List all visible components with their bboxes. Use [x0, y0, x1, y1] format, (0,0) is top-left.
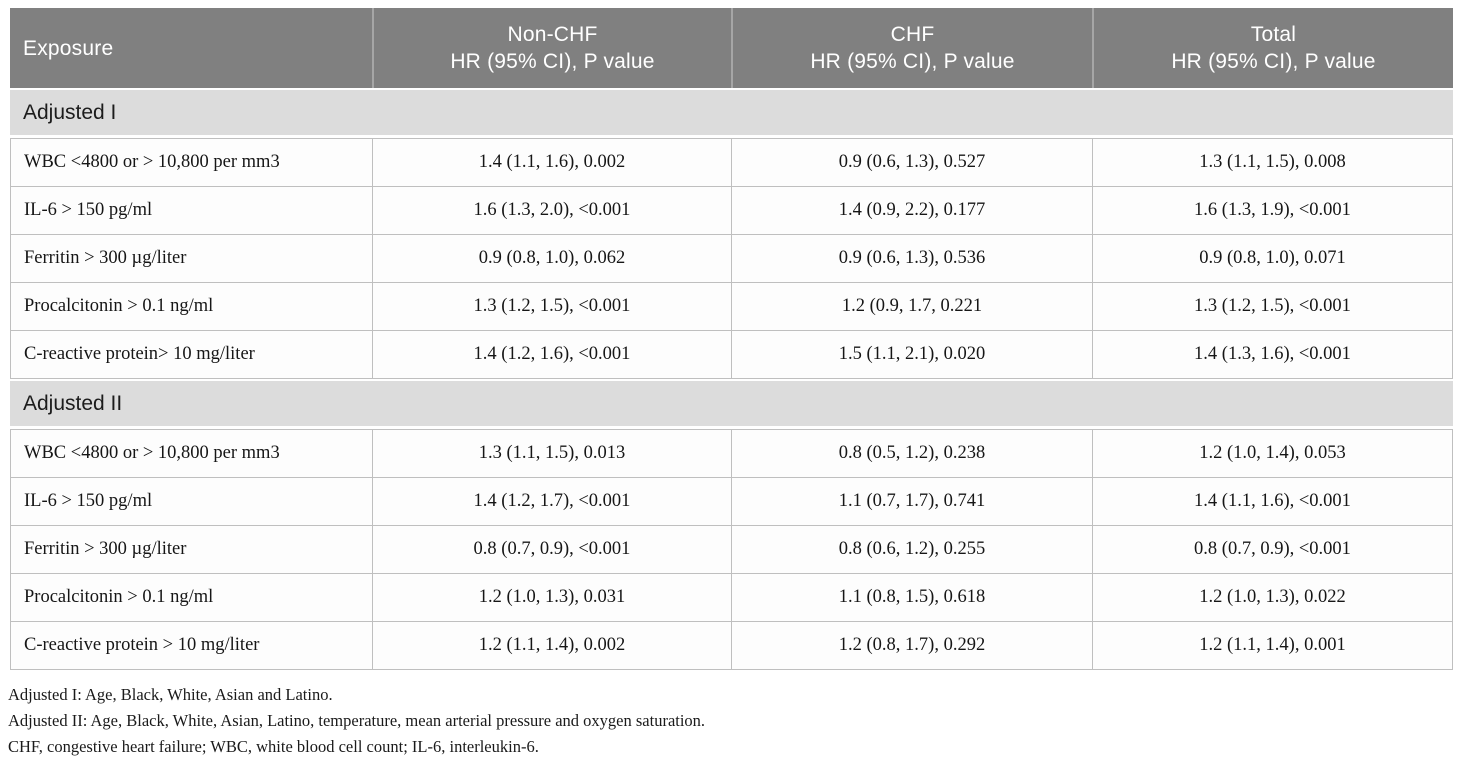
header-cell-non-chf: Non-CHF HR (95% CI), P value: [372, 8, 731, 88]
table-row: Procalcitonin > 0.1 ng/ml 1.3 (1.2, 1.5)…: [10, 283, 1453, 331]
exposure-cell: IL-6 > 150 pg/ml: [11, 187, 373, 234]
hazard-ratio-table: Exposure Non-CHF HR (95% CI), P value CH…: [8, 8, 1453, 760]
total-cell: 1.3 (1.2, 1.5), <0.001: [1093, 283, 1453, 330]
table-row: Ferritin > 300 µg/liter 0.8 (0.7, 0.9), …: [10, 526, 1453, 574]
table-row: WBC <4800 or > 10,800 per mm3 1.4 (1.1, …: [10, 139, 1453, 187]
table-row: Procalcitonin > 0.1 ng/ml 1.2 (1.0, 1.3)…: [10, 574, 1453, 622]
chf-cell: 1.1 (0.7, 1.7), 0.741: [732, 478, 1093, 525]
header-cell-exposure: Exposure: [10, 8, 372, 88]
chf-cell: 1.1 (0.8, 1.5), 0.618: [732, 574, 1093, 621]
chf-sub-label: HR (95% CI), P value: [810, 50, 1015, 73]
chf-cell: 1.4 (0.9, 2.2), 0.177: [732, 187, 1093, 234]
exposure-cell: C-reactive protein> 10 mg/liter: [11, 331, 373, 378]
non-chf-cell: 1.6 (1.3, 2.0), <0.001: [373, 187, 732, 234]
header-cell-total: Total HR (95% CI), P value: [1092, 8, 1453, 88]
chf-group-label: CHF: [890, 23, 935, 46]
chf-cell: 1.2 (0.8, 1.7), 0.292: [732, 622, 1093, 669]
exposure-cell: Procalcitonin > 0.1 ng/ml: [11, 283, 373, 330]
non-chf-cell: 1.2 (1.0, 1.3), 0.031: [373, 574, 732, 621]
exposure-header-label: Exposure: [23, 36, 114, 60]
non-chf-cell: 1.3 (1.2, 1.5), <0.001: [373, 283, 732, 330]
chf-cell: 0.9 (0.6, 1.3), 0.527: [732, 139, 1093, 186]
section-header-adjusted-1: Adjusted I: [10, 90, 1453, 135]
total-sub-label: HR (95% CI), P value: [1171, 50, 1376, 73]
non-chf-sub-label: HR (95% CI), P value: [450, 50, 655, 73]
chf-cell: 0.9 (0.6, 1.3), 0.536: [732, 235, 1093, 282]
table-row: C-reactive protein > 10 mg/liter 1.2 (1.…: [10, 622, 1453, 670]
non-chf-cell: 1.3 (1.1, 1.5), 0.013: [373, 430, 732, 477]
exposure-cell: IL-6 > 150 pg/ml: [11, 478, 373, 525]
adjusted-1-rows: WBC <4800 or > 10,800 per mm3 1.4 (1.1, …: [10, 138, 1453, 379]
footnote-adjusted-2: Adjusted II: Age, Black, White, Asian, L…: [8, 711, 706, 730]
table-footnotes: Adjusted I: Age, Black, White, Asian and…: [8, 682, 1453, 760]
exposure-cell: Ferritin > 300 µg/liter: [11, 235, 373, 282]
footnote-adjusted-1: Adjusted I: Age, Black, White, Asian and…: [8, 685, 333, 704]
non-chf-cell: 1.2 (1.1, 1.4), 0.002: [373, 622, 732, 669]
total-cell: 1.2 (1.0, 1.4), 0.053: [1093, 430, 1453, 477]
table-row: Ferritin > 300 µg/liter 0.9 (0.8, 1.0), …: [10, 235, 1453, 283]
adjusted-2-rows: WBC <4800 or > 10,800 per mm3 1.3 (1.1, …: [10, 429, 1453, 670]
section-label: Adjusted II: [23, 391, 123, 415]
table-row: WBC <4800 or > 10,800 per mm3 1.3 (1.1, …: [10, 430, 1453, 478]
section-label: Adjusted I: [23, 100, 117, 124]
exposure-cell: Ferritin > 300 µg/liter: [11, 526, 373, 573]
chf-cell: 0.8 (0.5, 1.2), 0.238: [732, 430, 1093, 477]
exposure-cell: Procalcitonin > 0.1 ng/ml: [11, 574, 373, 621]
chf-cell: 1.2 (0.9, 1.7, 0.221: [732, 283, 1093, 330]
total-cell: 0.8 (0.7, 0.9), <0.001: [1093, 526, 1453, 573]
chf-cell: 0.8 (0.6, 1.2), 0.255: [732, 526, 1093, 573]
non-chf-cell: 0.9 (0.8, 1.0), 0.062: [373, 235, 732, 282]
non-chf-cell: 1.4 (1.1, 1.6), 0.002: [373, 139, 732, 186]
total-cell: 1.3 (1.1, 1.5), 0.008: [1093, 139, 1453, 186]
exposure-cell: WBC <4800 or > 10,800 per mm3: [11, 139, 373, 186]
section-header-adjusted-2: Adjusted II: [10, 381, 1453, 426]
table-header-row: Exposure Non-CHF HR (95% CI), P value CH…: [10, 8, 1453, 88]
total-cell: 1.6 (1.3, 1.9), <0.001: [1093, 187, 1453, 234]
non-chf-cell: 1.4 (1.2, 1.6), <0.001: [373, 331, 732, 378]
total-cell: 0.9 (0.8, 1.0), 0.071: [1093, 235, 1453, 282]
non-chf-cell: 0.8 (0.7, 0.9), <0.001: [373, 526, 732, 573]
table-row: IL-6 > 150 pg/ml 1.6 (1.3, 2.0), <0.001 …: [10, 187, 1453, 235]
exposure-cell: C-reactive protein > 10 mg/liter: [11, 622, 373, 669]
non-chf-group-label: Non-CHF: [507, 23, 598, 46]
total-cell: 1.4 (1.3, 1.6), <0.001: [1093, 331, 1453, 378]
header-cell-chf: CHF HR (95% CI), P value: [731, 8, 1092, 88]
table-row: IL-6 > 150 pg/ml 1.4 (1.2, 1.7), <0.001 …: [10, 478, 1453, 526]
chf-cell: 1.5 (1.1, 2.1), 0.020: [732, 331, 1093, 378]
footnote-abbreviations: CHF, congestive heart failure; WBC, whit…: [8, 737, 539, 756]
total-cell: 1.4 (1.1, 1.6), <0.001: [1093, 478, 1453, 525]
table-row: C-reactive protein> 10 mg/liter 1.4 (1.2…: [10, 331, 1453, 379]
total-cell: 1.2 (1.1, 1.4), 0.001: [1093, 622, 1453, 669]
total-group-label: Total: [1250, 23, 1297, 46]
total-cell: 1.2 (1.0, 1.3), 0.022: [1093, 574, 1453, 621]
non-chf-cell: 1.4 (1.2, 1.7), <0.001: [373, 478, 732, 525]
exposure-cell: WBC <4800 or > 10,800 per mm3: [11, 430, 373, 477]
